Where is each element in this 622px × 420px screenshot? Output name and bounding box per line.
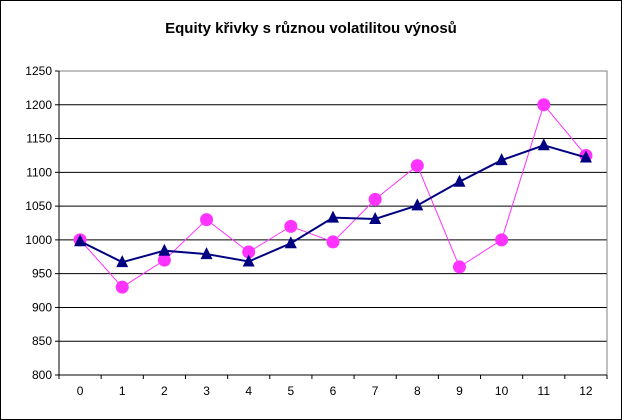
x-tick-label: 11: [538, 384, 551, 398]
series-2-point: [369, 211, 382, 224]
series-1-point: [326, 235, 340, 249]
y-tick-label: 1150: [26, 132, 52, 146]
series-2-point: [116, 255, 129, 268]
x-tick-label: 3: [203, 384, 210, 398]
series-2-point: [579, 150, 592, 163]
series-1-point: [157, 253, 171, 267]
y-tick-label: 1000: [25, 233, 52, 247]
x-tick-label: 4: [245, 384, 252, 398]
x-tick-label: 12: [579, 384, 593, 398]
series-2-point: [327, 210, 339, 223]
series-line-1: [79, 103, 587, 288]
series-2-point: [453, 174, 466, 187]
series-2-point: [158, 243, 171, 256]
x-tick-label: 7: [372, 384, 379, 398]
series-1-point: [368, 192, 382, 206]
x-tick-label: 8: [414, 384, 421, 398]
series-2-point: [74, 234, 87, 247]
x-tick-label: 5: [288, 384, 295, 398]
y-tick-label: 1200: [25, 98, 52, 112]
x-tick-label: 10: [495, 384, 509, 398]
series-1-point: [242, 245, 256, 259]
y-tick-label: 1250: [25, 64, 52, 78]
y-tick-label: 1050: [25, 199, 52, 213]
series-2-point: [411, 198, 424, 211]
series-1-point: [115, 280, 129, 294]
series-2-point: [284, 236, 297, 249]
y-tick-label: 800: [32, 368, 52, 382]
series-1-point: [537, 98, 551, 112]
y-tick-label: 1100: [26, 165, 52, 179]
series-1-point: [452, 260, 466, 274]
series-2-point: [537, 138, 550, 151]
x-tick-label: 1: [119, 384, 126, 398]
series-1-point: [410, 159, 424, 173]
x-tick-label: 0: [77, 384, 84, 398]
y-tick-label: 950: [32, 267, 52, 281]
x-tick-label: 6: [330, 384, 337, 398]
x-tick-label: 9: [456, 384, 463, 398]
plot-area: [58, 70, 608, 376]
series-1-point: [284, 219, 298, 233]
y-tick-label: 850: [32, 334, 52, 348]
series-2-point: [495, 153, 508, 166]
chart-title: Equity křivky s různou volatilitou výnos…: [165, 20, 457, 37]
series-2-point: [242, 254, 255, 267]
x-tick-label: 2: [161, 384, 168, 398]
series-1-point: [495, 233, 509, 247]
series-2-point: [200, 247, 213, 260]
series-1-point: [200, 213, 214, 227]
y-tick-label: 900: [32, 300, 52, 314]
